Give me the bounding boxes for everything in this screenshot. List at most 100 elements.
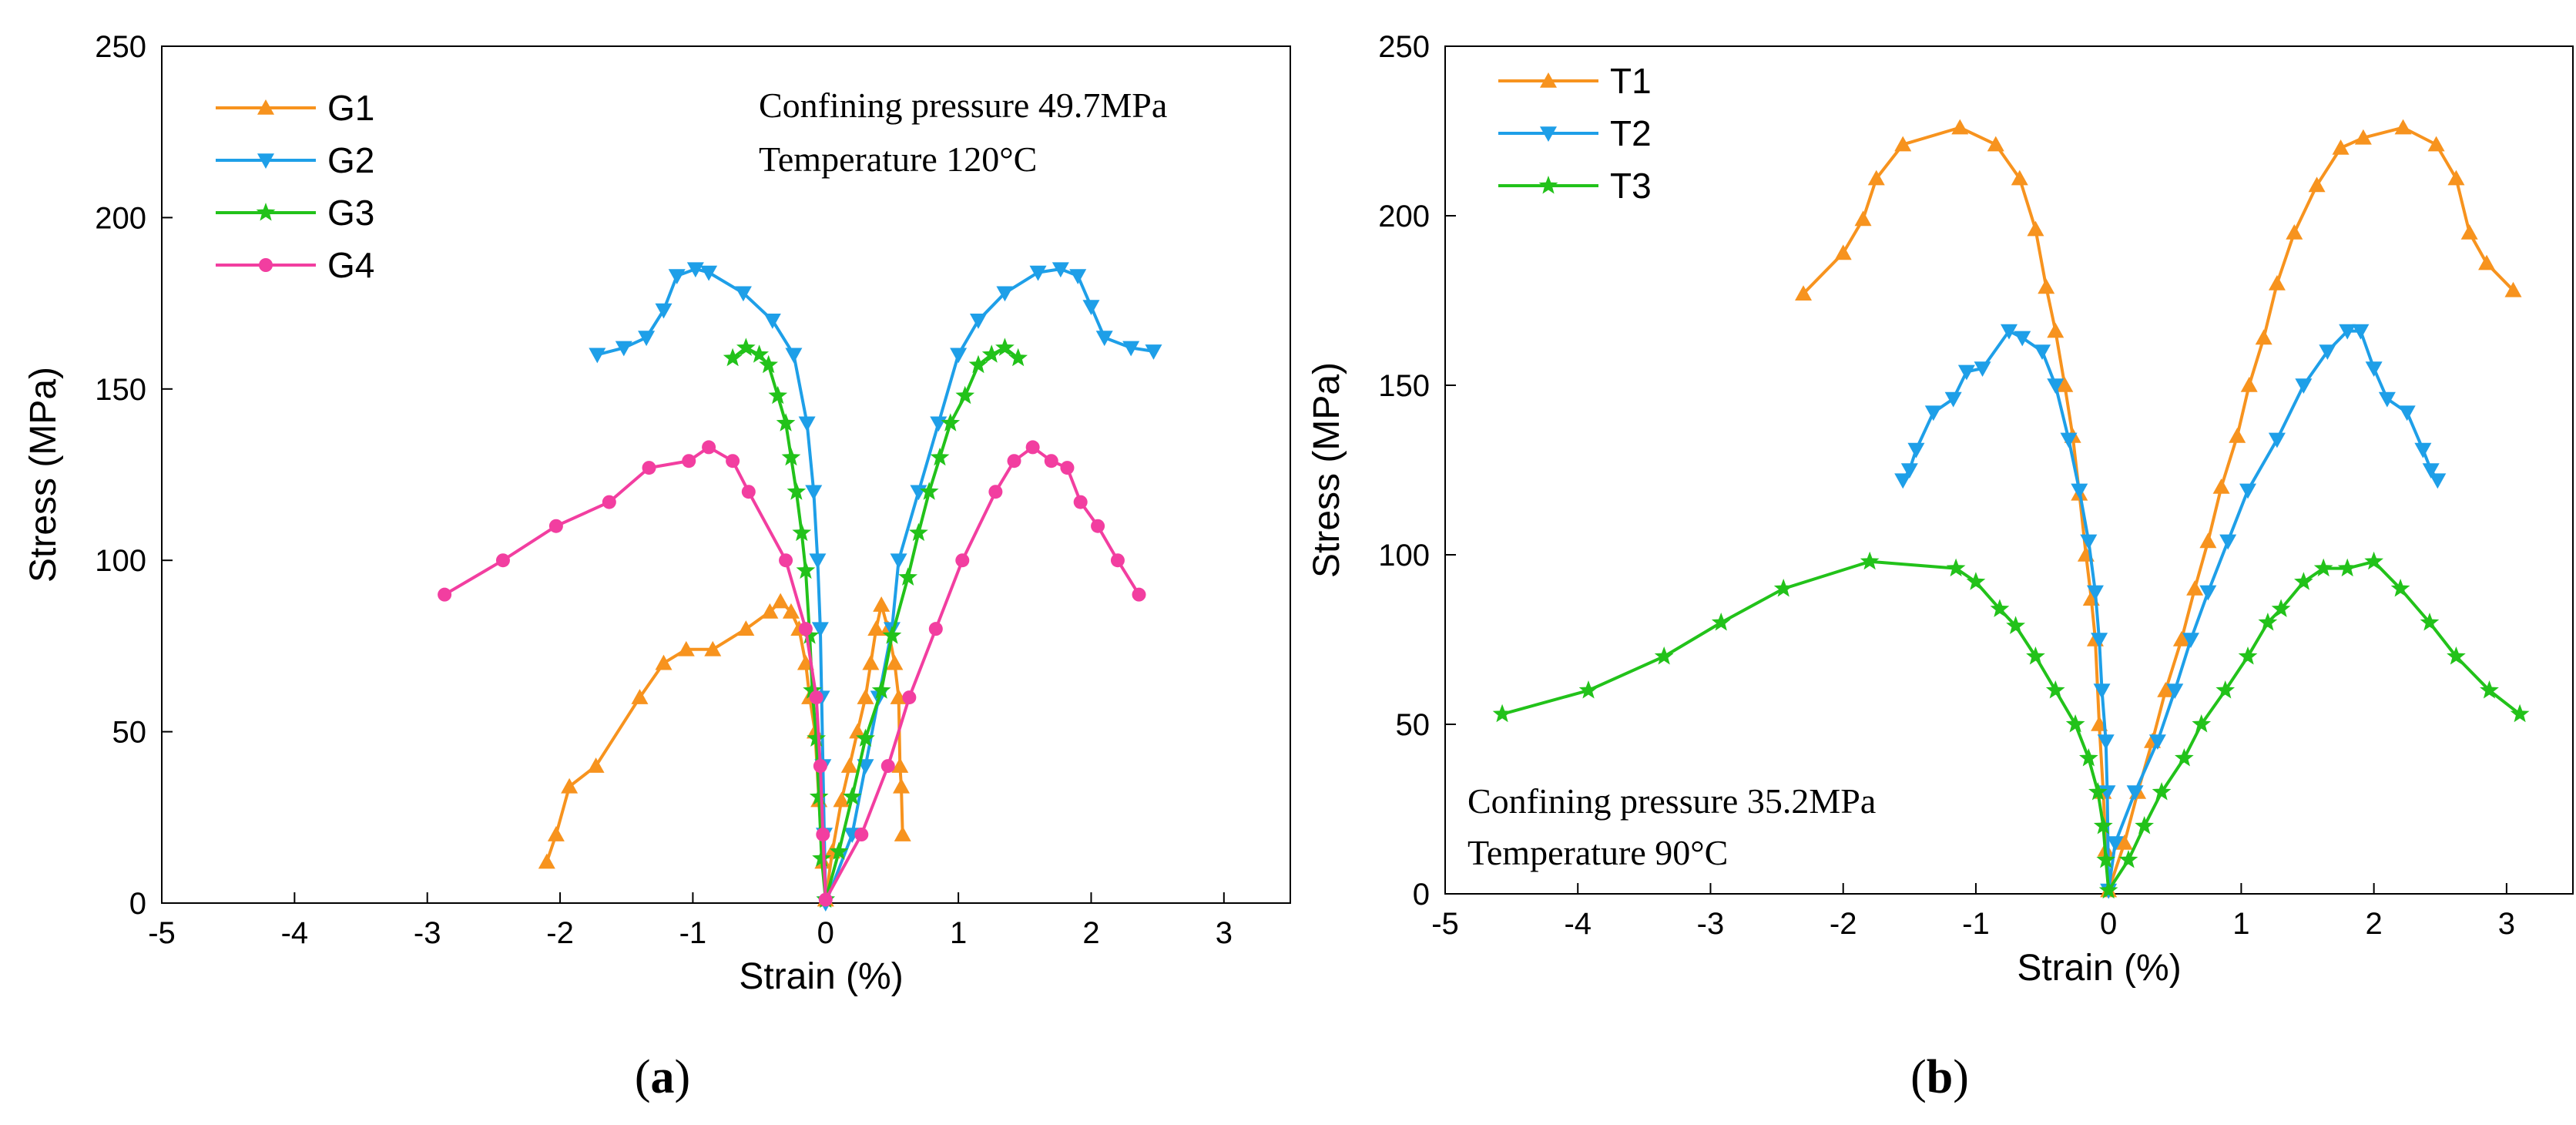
data-point [2088, 782, 2108, 801]
data-point [682, 454, 696, 468]
series-t3 [1492, 551, 2530, 899]
data-point [785, 348, 803, 364]
data-point [2157, 682, 2175, 697]
data-point [2429, 473, 2447, 489]
data-point [891, 757, 909, 773]
data-point [2060, 432, 2078, 448]
x-tick-label: 0 [817, 916, 834, 950]
data-point [2215, 680, 2236, 699]
data-point [890, 553, 907, 569]
data-point [1060, 461, 1075, 475]
data-point [1029, 265, 1047, 281]
data-point [1894, 473, 1912, 489]
data-point [776, 413, 796, 432]
data-point [2319, 344, 2336, 360]
data-point [2006, 616, 2025, 634]
data-point [2308, 176, 2326, 193]
x-tick-label: 3 [1216, 916, 1233, 950]
data-point [2239, 483, 2257, 499]
data-point [2126, 785, 2144, 801]
data-point [638, 331, 656, 347]
data-point [2212, 479, 2230, 494]
y-tick-label: 200 [1378, 200, 1430, 233]
data-point [857, 689, 874, 704]
data-point [2447, 646, 2466, 665]
data-point [2238, 646, 2258, 665]
data-point [2011, 170, 2028, 186]
data-point [1966, 572, 1986, 590]
data-point [2422, 463, 2440, 479]
data-point [1132, 587, 1146, 602]
legend-marker [256, 203, 276, 221]
x-tick-label: -1 [1962, 907, 1990, 941]
y-tick-label: 250 [1378, 30, 1430, 64]
data-point [737, 620, 755, 636]
data-point [782, 603, 800, 619]
legend-label: G4 [327, 245, 374, 285]
data-point [988, 485, 1003, 499]
data-point [1044, 454, 1058, 468]
data-point [2199, 532, 2217, 549]
data-point [1145, 344, 1162, 360]
legend-item-g1: G1 [216, 88, 374, 128]
data-point [655, 303, 673, 319]
legend-label: T1 [1610, 61, 1652, 101]
data-point [631, 689, 649, 704]
data-point [811, 622, 829, 638]
data-point [829, 841, 849, 860]
data-point [2182, 633, 2199, 648]
data-point [969, 314, 987, 329]
data-point [2079, 748, 2098, 767]
data-point [548, 519, 563, 533]
panel-b-chart: -5 -4 -3 -2 -1 0 1 2 3 0 50 100 150 200 250 T1 T2 T3 St… [1306, 30, 2574, 1103]
y-tick-label: 0 [1413, 878, 1430, 912]
data-point [2152, 782, 2172, 801]
data-point [2148, 734, 2166, 750]
data-point [849, 723, 867, 739]
data-point [1025, 440, 1040, 455]
data-point [2337, 558, 2357, 577]
legend-marker [1540, 126, 1557, 142]
data-point [741, 485, 756, 499]
data-point [702, 440, 716, 455]
data-point [2398, 405, 2416, 421]
x-tick-label: -3 [1697, 907, 1725, 941]
data-point [805, 485, 823, 501]
data-point [438, 587, 452, 602]
data-point [812, 848, 831, 867]
data-point [561, 777, 579, 794]
data-point [2034, 344, 2051, 360]
data-point [902, 690, 917, 705]
x-tick-label: 1 [950, 916, 967, 950]
legend-label: G3 [327, 193, 374, 233]
data-point [898, 567, 917, 586]
data-point [2478, 254, 2496, 270]
y-tick-label: 200 [95, 201, 146, 235]
data-point [2027, 220, 2044, 237]
data-point [2354, 129, 2372, 145]
data-point [787, 482, 807, 500]
data-point [890, 689, 907, 704]
x-axis-label: Strain (%) [739, 956, 903, 997]
y-tick-label: 150 [1378, 369, 1430, 403]
data-point [704, 640, 722, 657]
legend-label: G1 [327, 88, 374, 128]
panel-label-a: (a) [635, 1051, 690, 1103]
x-tick-label: 1 [2232, 907, 2249, 941]
legend-marker [1540, 72, 1557, 88]
data-point [2364, 551, 2383, 570]
data-point [2093, 816, 2113, 835]
data-point [880, 759, 895, 774]
legend-marker [1538, 176, 1558, 194]
data-point [1007, 454, 1021, 468]
data-point [2427, 136, 2445, 152]
data-point [2047, 322, 2064, 338]
x-tick-label: -5 [148, 916, 176, 950]
x-tick-label: 0 [2100, 907, 2117, 941]
data-point [1492, 704, 1512, 723]
data-point [1974, 361, 1991, 377]
data-point [2026, 646, 2045, 665]
data-point [759, 354, 778, 374]
data-point [2378, 391, 2396, 408]
